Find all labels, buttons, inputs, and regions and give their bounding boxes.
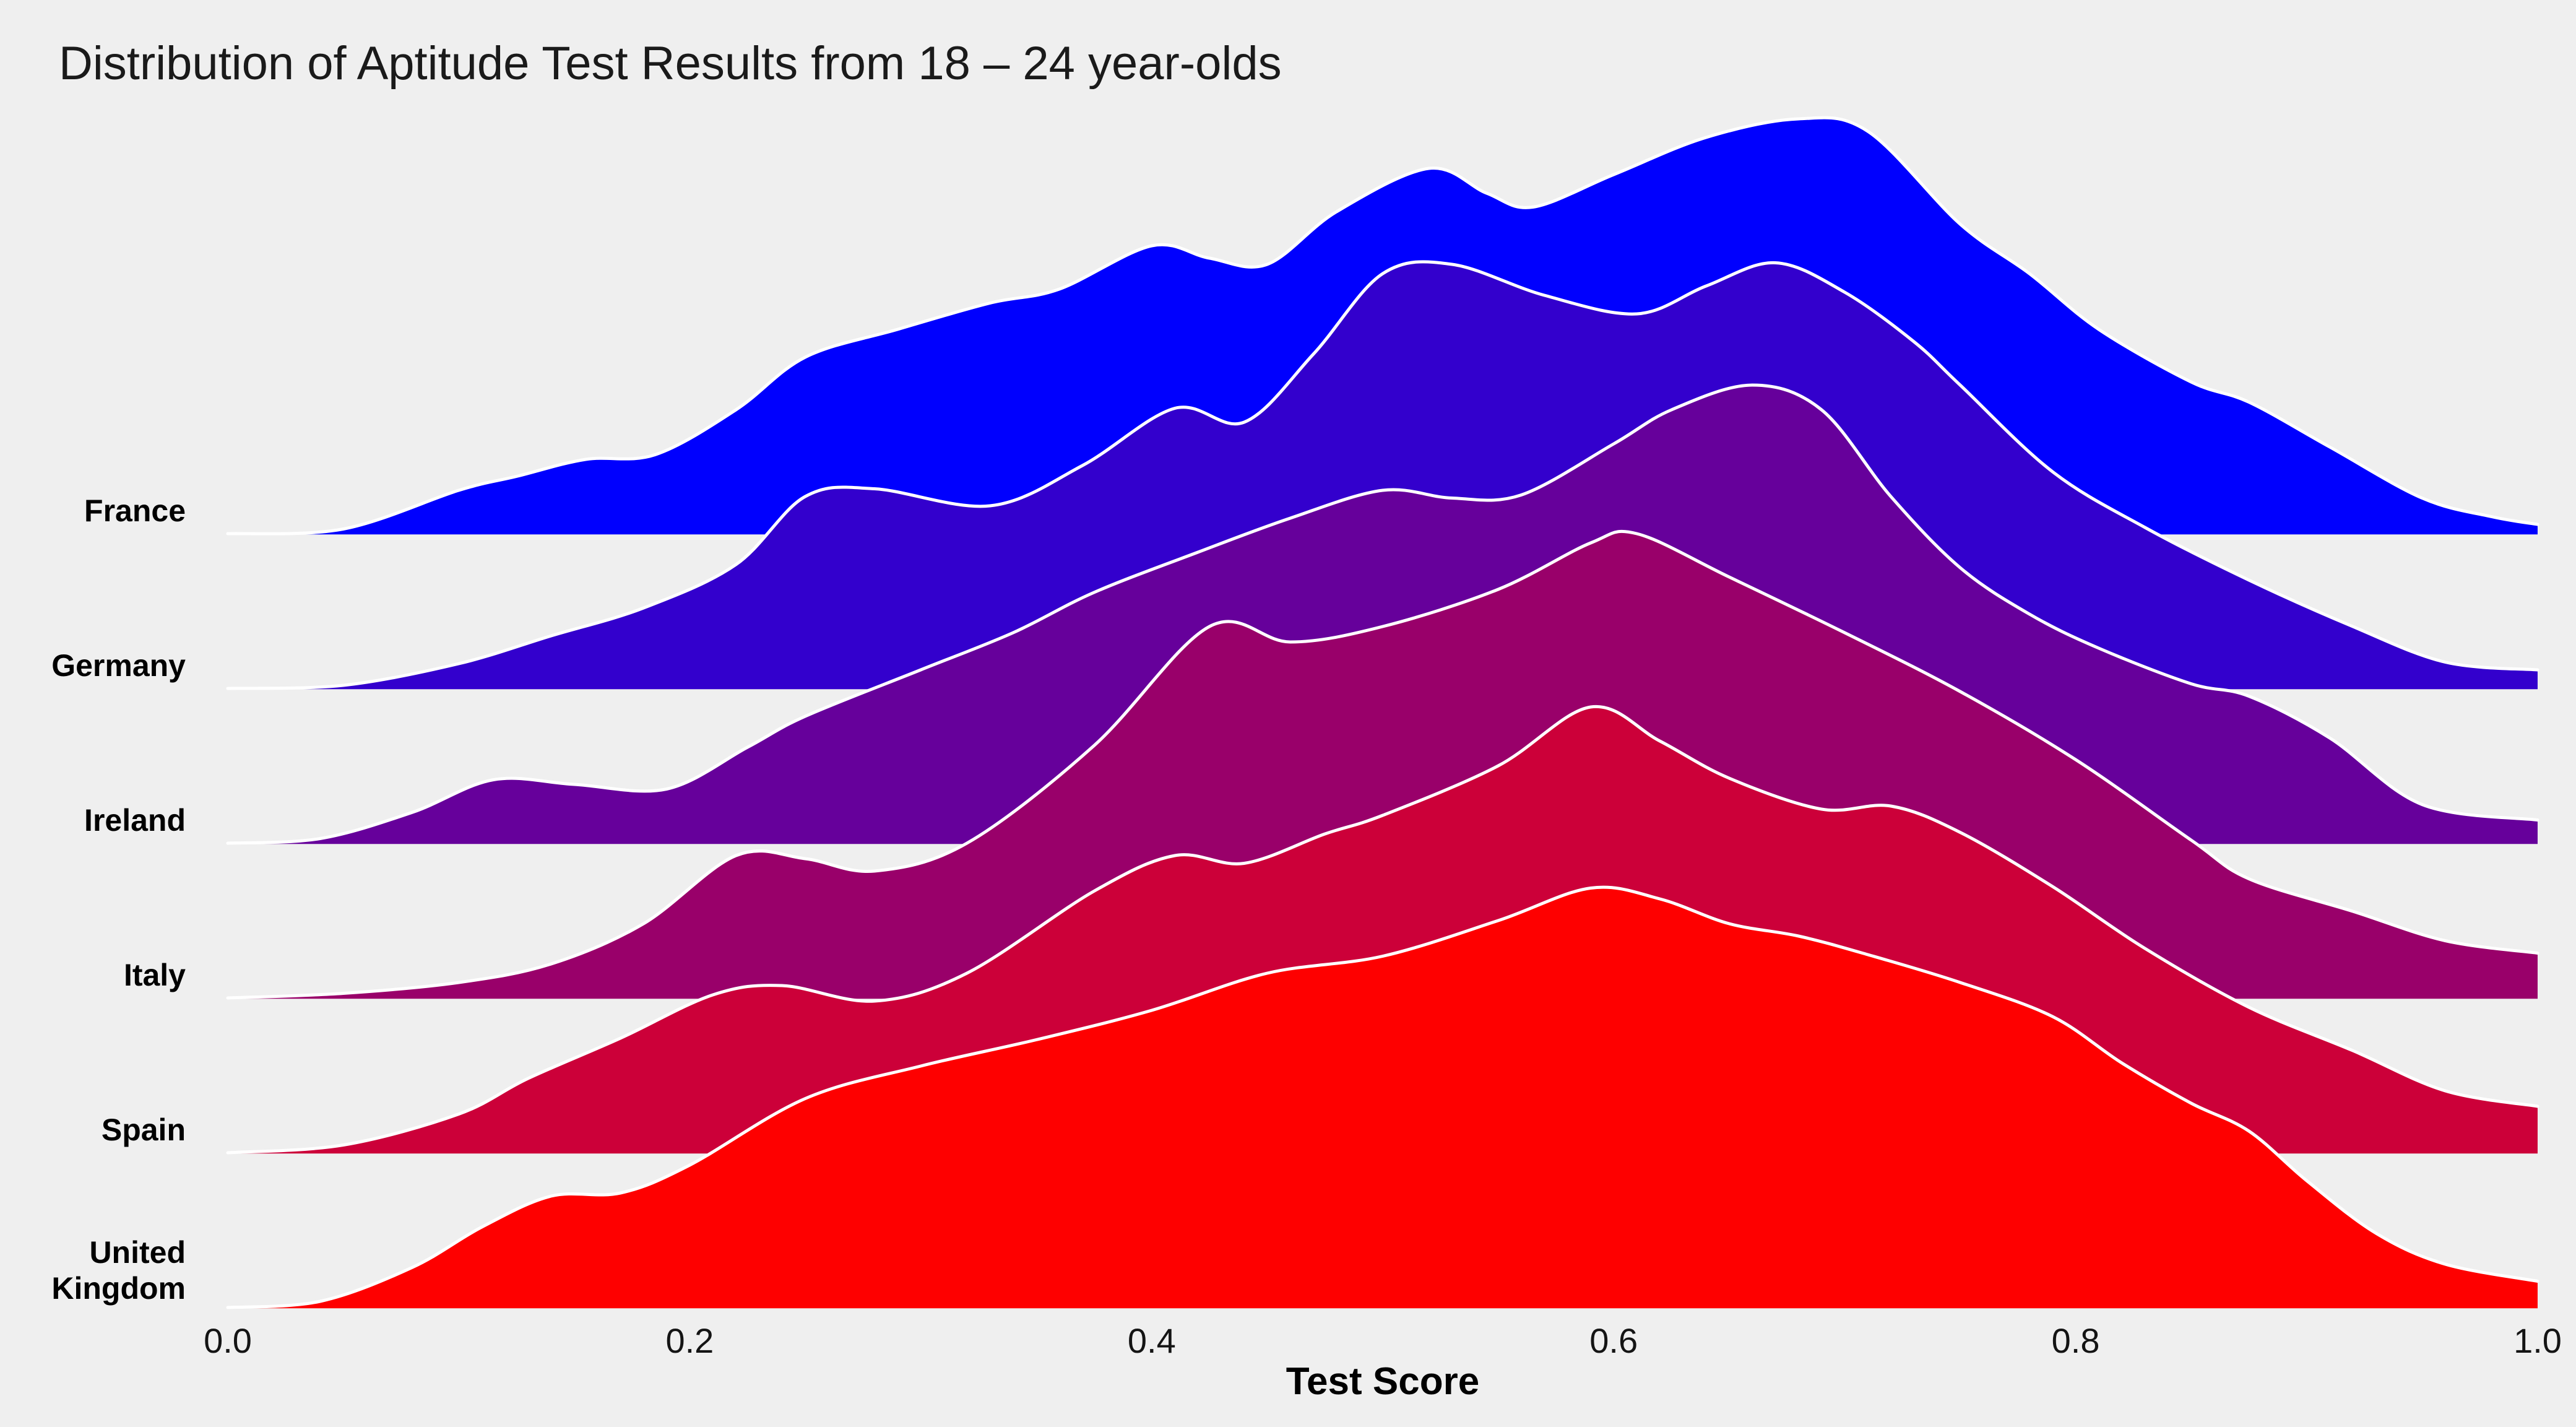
x-tick-label-0.8: 0.8	[2052, 1321, 2100, 1360]
ridge-areas	[226, 116, 2539, 1309]
category-label-germany: Germany	[51, 648, 186, 683]
x-axis-title: Test Score	[1286, 1360, 1479, 1403]
category-label-italy: Italy	[124, 958, 186, 992]
ridge-outline-italy	[226, 529, 2539, 1000]
ridge-outline-germany	[226, 260, 2539, 690]
x-tick-label-1.0: 1.0	[2513, 1321, 2562, 1360]
x-tick-label-0.0: 0.0	[204, 1321, 252, 1360]
ridge-outline-france	[226, 116, 2539, 536]
category-label-ireland: Ireland	[84, 803, 186, 838]
ridge-outline-ireland	[226, 383, 2539, 845]
ridge-outline-spain	[226, 705, 2539, 1155]
chart-title: Distribution of Aptitude Test Results fr…	[59, 37, 1282, 90]
x-axis: 0.0 0.2 0.4 0.6 0.8 1.0	[204, 1321, 2562, 1360]
category-label-spain: Spain	[102, 1113, 186, 1147]
ridge-united-kingdom	[228, 887, 2538, 1308]
ridge-outline-united-kingdom	[226, 885, 2539, 1309]
x-tick-label-0.4: 0.4	[1128, 1321, 1176, 1360]
category-labels: France Germany Ireland Italy Spain United King…	[51, 493, 186, 1306]
category-label-france: France	[84, 493, 186, 528]
x-tick-label-0.2: 0.2	[665, 1321, 714, 1360]
x-tick-label-0.6: 0.6	[1589, 1321, 1638, 1360]
category-label-united-kingdom: United Kingdom	[51, 1235, 186, 1306]
